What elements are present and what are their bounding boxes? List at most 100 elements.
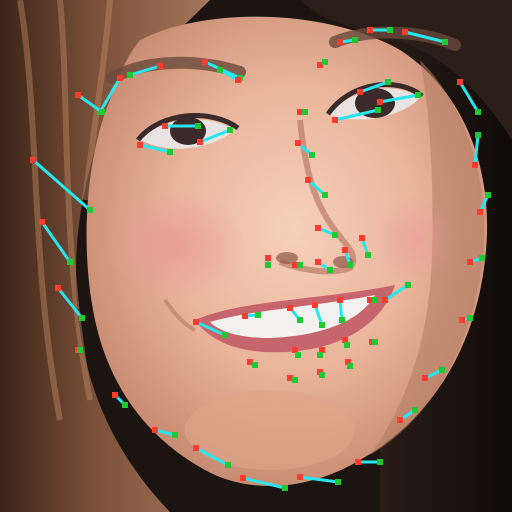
landmark-vector xyxy=(334,108,379,122)
landmark-point-target xyxy=(195,123,201,129)
landmark-point-source xyxy=(382,297,388,303)
landmark-point-target xyxy=(255,312,261,318)
landmark-vector xyxy=(154,428,176,437)
landmark-point-target xyxy=(485,192,491,198)
landmark-point-target xyxy=(375,107,381,113)
landmark-point-target xyxy=(225,462,231,468)
landmark-point-source xyxy=(297,109,303,115)
landmark-point-target xyxy=(387,27,393,33)
chin xyxy=(185,390,355,470)
eyebrow-left xyxy=(106,56,246,84)
landmark-point-source xyxy=(377,99,383,105)
landmark-point-target xyxy=(339,317,345,323)
landmark-vector xyxy=(139,143,171,154)
landmark-point-source xyxy=(292,347,298,353)
landmark-point-target xyxy=(377,459,383,465)
landmark-vector xyxy=(384,283,409,302)
landmark-vector xyxy=(313,304,324,326)
landmark-point-source xyxy=(367,27,373,33)
landmark-point-source xyxy=(197,139,203,145)
landmark-point-target xyxy=(412,407,418,413)
landmark-point-target xyxy=(317,352,323,358)
landmark-point-target xyxy=(475,109,481,115)
landmark-point-target xyxy=(475,132,481,138)
landmark-point-target xyxy=(467,315,473,321)
landmark-point-target xyxy=(217,67,223,73)
landmark-point-source xyxy=(292,262,298,268)
landmark-point-source xyxy=(295,140,301,146)
landmark-point-target xyxy=(319,372,325,378)
landmark-point-source xyxy=(367,297,373,303)
landmark-point-target xyxy=(372,297,378,303)
landmark-vector xyxy=(195,320,226,337)
cheek-right xyxy=(375,195,455,285)
landmark-vector xyxy=(77,93,103,114)
landmark-point-target xyxy=(252,362,258,368)
landmark-point-target xyxy=(87,207,93,213)
landmark-vector xyxy=(359,80,389,94)
landmark-point-source xyxy=(319,347,325,353)
landmark-point-target xyxy=(122,402,128,408)
cheek-left xyxy=(105,190,245,300)
landmark-point-source xyxy=(240,475,246,481)
landmark-point-source xyxy=(459,317,465,323)
landmark-point-source xyxy=(315,259,321,265)
landmark-point-target xyxy=(265,262,271,268)
smile-line-left xyxy=(163,298,196,332)
nostril-left xyxy=(276,252,298,264)
landmark-point-source xyxy=(157,63,163,69)
landmark-point-target xyxy=(439,367,445,373)
landmark-point-target xyxy=(77,347,83,353)
landmark-point-source xyxy=(457,79,463,85)
landmark-point-target xyxy=(309,152,315,158)
landmark-vector xyxy=(299,475,339,484)
landmark-point-source xyxy=(342,337,348,343)
landmark-point-source xyxy=(312,302,318,308)
landmark-point-source xyxy=(317,62,323,68)
landmark-point-source xyxy=(75,92,81,98)
landmark-point-source xyxy=(152,427,158,433)
landmark-point-source xyxy=(345,359,351,365)
landmark-point-target xyxy=(127,72,133,78)
landmark-point-target xyxy=(295,352,301,358)
landmark-point-source xyxy=(39,219,45,225)
landmark-point-source xyxy=(30,157,36,163)
landmark-point-target xyxy=(372,339,378,345)
landmark-vector xyxy=(195,446,229,467)
landmark-point-source xyxy=(342,247,348,253)
landmark-point-source xyxy=(305,177,311,183)
landmark-vector xyxy=(56,287,84,319)
landmark-vector xyxy=(32,158,91,212)
landmark-point-source xyxy=(55,285,61,291)
landmark-point-target xyxy=(385,79,391,85)
landmark-point-target xyxy=(347,363,353,369)
landmark-point-target xyxy=(322,192,328,198)
landmark-point-target xyxy=(297,317,303,323)
hair-strands xyxy=(17,0,113,421)
landmark-point-source xyxy=(422,375,428,381)
landmark-point-target xyxy=(167,149,173,155)
landmark-point-target xyxy=(319,322,325,328)
landmark-point-source xyxy=(397,417,403,423)
landmark-point-source xyxy=(357,89,363,95)
landmark-point-source xyxy=(242,313,248,319)
landmark-point-target xyxy=(322,59,328,65)
landmark-point-source xyxy=(247,359,253,365)
landmark-point-source xyxy=(287,375,293,381)
landmark-overlay xyxy=(30,27,491,491)
landmark-point-source xyxy=(202,59,208,65)
landmark-point-target xyxy=(335,479,341,485)
nose xyxy=(278,119,357,275)
landmark-point-target xyxy=(99,109,105,115)
landmark-point-target xyxy=(415,92,421,98)
landmark-point-target xyxy=(347,262,353,268)
landmark-point-target xyxy=(67,259,73,265)
landmark-point-target xyxy=(292,377,298,383)
landmark-point-target xyxy=(479,255,485,261)
landmark-point-target xyxy=(327,267,333,273)
landmark-point-source xyxy=(112,392,118,398)
landmark-point-target xyxy=(442,39,448,45)
iris-right xyxy=(355,88,395,118)
landmark-point-target xyxy=(297,262,303,268)
landmark-vector xyxy=(338,299,344,321)
